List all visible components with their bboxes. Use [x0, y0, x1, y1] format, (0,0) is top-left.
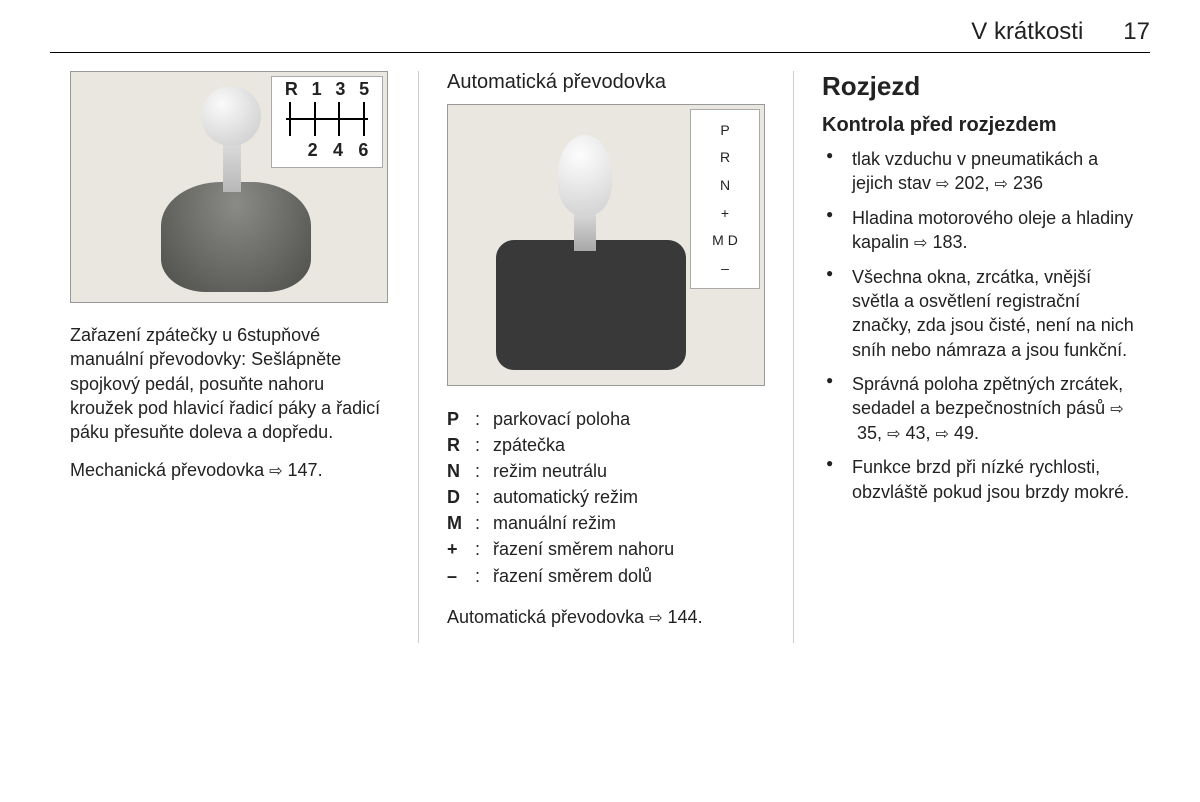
auto-pattern-diagram: P R N + M D –	[690, 109, 760, 289]
list-item: Správná poloha zpětných zrcátek, sedadel…	[822, 372, 1140, 445]
auto-label: M D	[712, 232, 738, 248]
list-item: Funkce brzd při nízké rychlosti, obzvláš…	[822, 455, 1140, 504]
auto-label: –	[721, 260, 729, 276]
ref-arrow-icon: ⇨	[269, 461, 282, 483]
ref-arrow-icon: ⇨	[936, 174, 949, 196]
manual-gearbox-figure: R 1 3 5 2 4 6	[70, 71, 388, 303]
gear-label: R	[285, 79, 298, 100]
gear-label: 3	[335, 79, 345, 100]
section-title: V krátkosti	[971, 18, 1083, 46]
auto-label: +	[721, 205, 729, 221]
auto-definitions: P:parkovací poloha R:zpátečka N:režim ne…	[447, 406, 765, 589]
ref-arrow-icon: ⇨	[936, 424, 949, 446]
ref-arrow-icon: ⇨	[887, 424, 900, 446]
auto-gearbox-figure: P R N + M D –	[447, 104, 765, 386]
gear-label: 5	[359, 79, 369, 100]
def-row: R:zpátečka	[447, 432, 765, 458]
ref-arrow-icon: ⇨	[1110, 399, 1123, 421]
def-row: +:řazení směrem nahoru	[447, 536, 765, 562]
column-1: R 1 3 5 2 4 6	[50, 71, 418, 643]
checklist: tlak vzduchu v pneumatikách a jejich sta…	[822, 147, 1140, 504]
gear-knob-shape	[201, 86, 261, 146]
auto-label: R	[720, 149, 730, 165]
auto-gearbox-ref: Automatická převodovka ⇨ 144.	[447, 605, 765, 630]
gear-pattern-diagram: R 1 3 5 2 4 6	[271, 76, 383, 168]
def-row: M:manuální režim	[447, 510, 765, 536]
ref-arrow-icon: ⇨	[914, 233, 927, 255]
manual-gearbox-ref: Mechanická převodovka ⇨ 147.	[70, 458, 388, 483]
kontrola-heading: Kontrola před rozjezdem	[822, 114, 1140, 137]
page-header: V krátkosti 17	[50, 18, 1150, 53]
def-row: D:automatický režim	[447, 484, 765, 510]
auto-label: N	[720, 177, 730, 193]
gear-boot-shape	[161, 182, 311, 292]
gear-label: 1	[312, 79, 322, 100]
manual-gearbox-text: Zařazení zpátečky u 6stupňové manuální p…	[70, 323, 388, 444]
auto-stick-shape	[574, 211, 596, 251]
ref-arrow-icon: ⇨	[995, 174, 1008, 196]
def-row: –:řazení směrem dolů	[447, 563, 765, 589]
column-3: Rozjezd Kontrola před rozjezdem tlak vzd…	[793, 71, 1150, 643]
def-row: N:režim neutrálu	[447, 458, 765, 484]
ref-arrow-icon: ⇨	[649, 608, 662, 630]
def-row: P:parkovací poloha	[447, 406, 765, 432]
auto-gearbox-heading: Automatická převodovka	[447, 71, 765, 94]
list-item: tlak vzduchu v pneumatikách a jejich sta…	[822, 147, 1140, 196]
auto-knob-shape	[558, 135, 612, 215]
column-2: Automatická převodovka P R N + M D – P:p…	[418, 71, 793, 643]
rozjezd-heading: Rozjezd	[822, 71, 1140, 102]
gear-label: 4	[333, 140, 343, 161]
page-number: 17	[1123, 18, 1150, 46]
gear-label: 6	[358, 140, 368, 161]
gear-label: 2	[308, 140, 318, 161]
auto-base-shape	[496, 240, 686, 370]
gear-stick-shape	[223, 142, 241, 192]
list-item: Hladina motorového oleje a hladiny kapal…	[822, 206, 1140, 255]
list-item: Všechna okna, zrcátka, vnější světla a o…	[822, 265, 1140, 362]
auto-label: P	[720, 122, 729, 138]
